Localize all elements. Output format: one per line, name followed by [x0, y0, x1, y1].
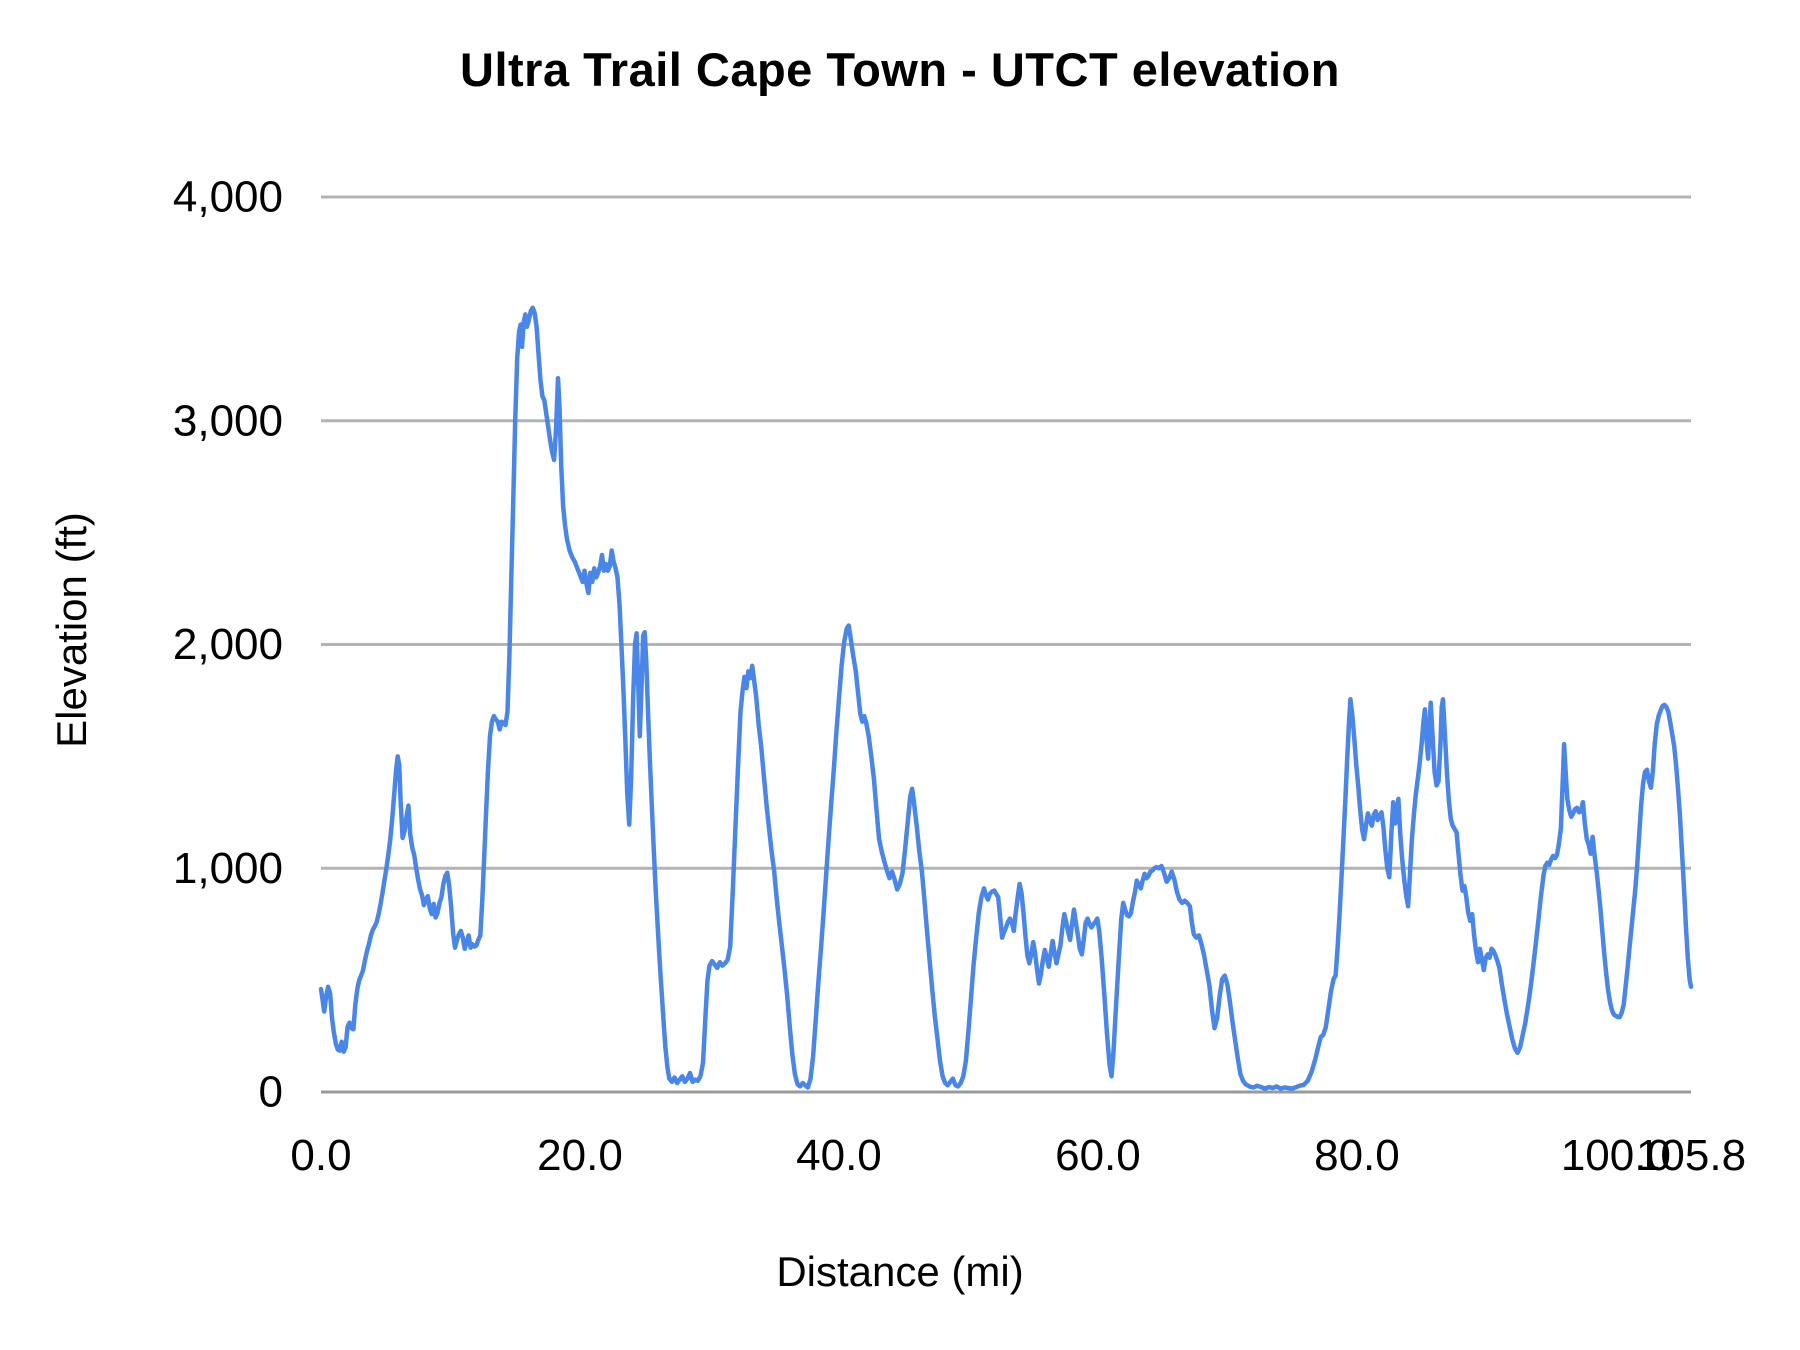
x-axis-title: Distance (mi) — [776, 1248, 1024, 1295]
y-tick-label: 0 — [259, 1068, 283, 1117]
x-tick-label: 100.0 — [1561, 1131, 1671, 1180]
elevation-line — [318, 305, 1694, 1091]
chart-title: Ultra Trail Cape Town - UTCT elevation — [460, 43, 1340, 96]
x-tick-label: 105.8 — [1636, 1131, 1746, 1180]
x-tick-label: 40.0 — [796, 1131, 882, 1180]
x-tick-label: 20.0 — [537, 1131, 623, 1180]
y-tick-label: 2,000 — [173, 620, 283, 669]
x-tick-label: 0.0 — [290, 1131, 351, 1180]
y-tick-label: 3,000 — [173, 396, 283, 445]
x-tick-label: 60.0 — [1055, 1131, 1141, 1180]
y-tick-label: 1,000 — [173, 844, 283, 893]
x-tick-label: 80.0 — [1314, 1131, 1400, 1180]
y-tick-label: 4,000 — [173, 173, 283, 222]
